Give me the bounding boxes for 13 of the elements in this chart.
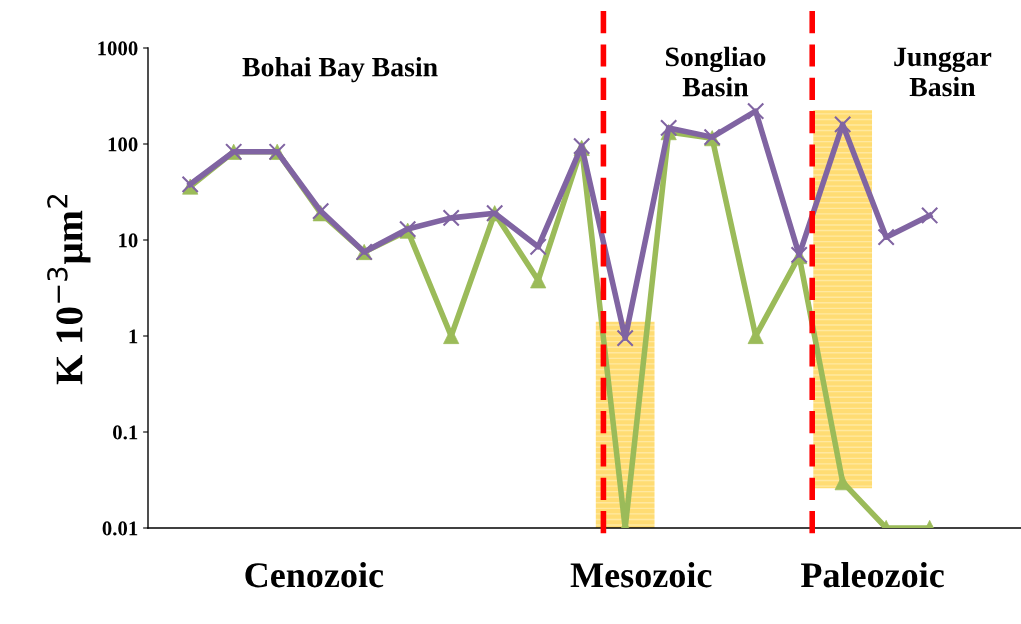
text: Paleozoic xyxy=(801,562,944,588)
y-tick-label: 0.01 xyxy=(102,521,138,536)
text: Cenozoic xyxy=(245,562,384,588)
annotation: Bohai Bay Basin xyxy=(242,56,438,83)
y-axis-title: K 10$^{−3}$μm$^{2}$ xyxy=(47,195,91,385)
y-tick-label: 1000 xyxy=(98,41,138,56)
y-tick-label: 100 xyxy=(108,137,138,152)
text: Mesozoic xyxy=(570,562,712,588)
annotation: Junggar Basin xyxy=(894,47,992,97)
y-tick-label: 10 xyxy=(119,233,138,248)
y-tick-label: 1 xyxy=(129,329,138,344)
annotation: Songliao Basin xyxy=(665,46,766,97)
y-tick-label: 0.1 xyxy=(113,425,138,440)
